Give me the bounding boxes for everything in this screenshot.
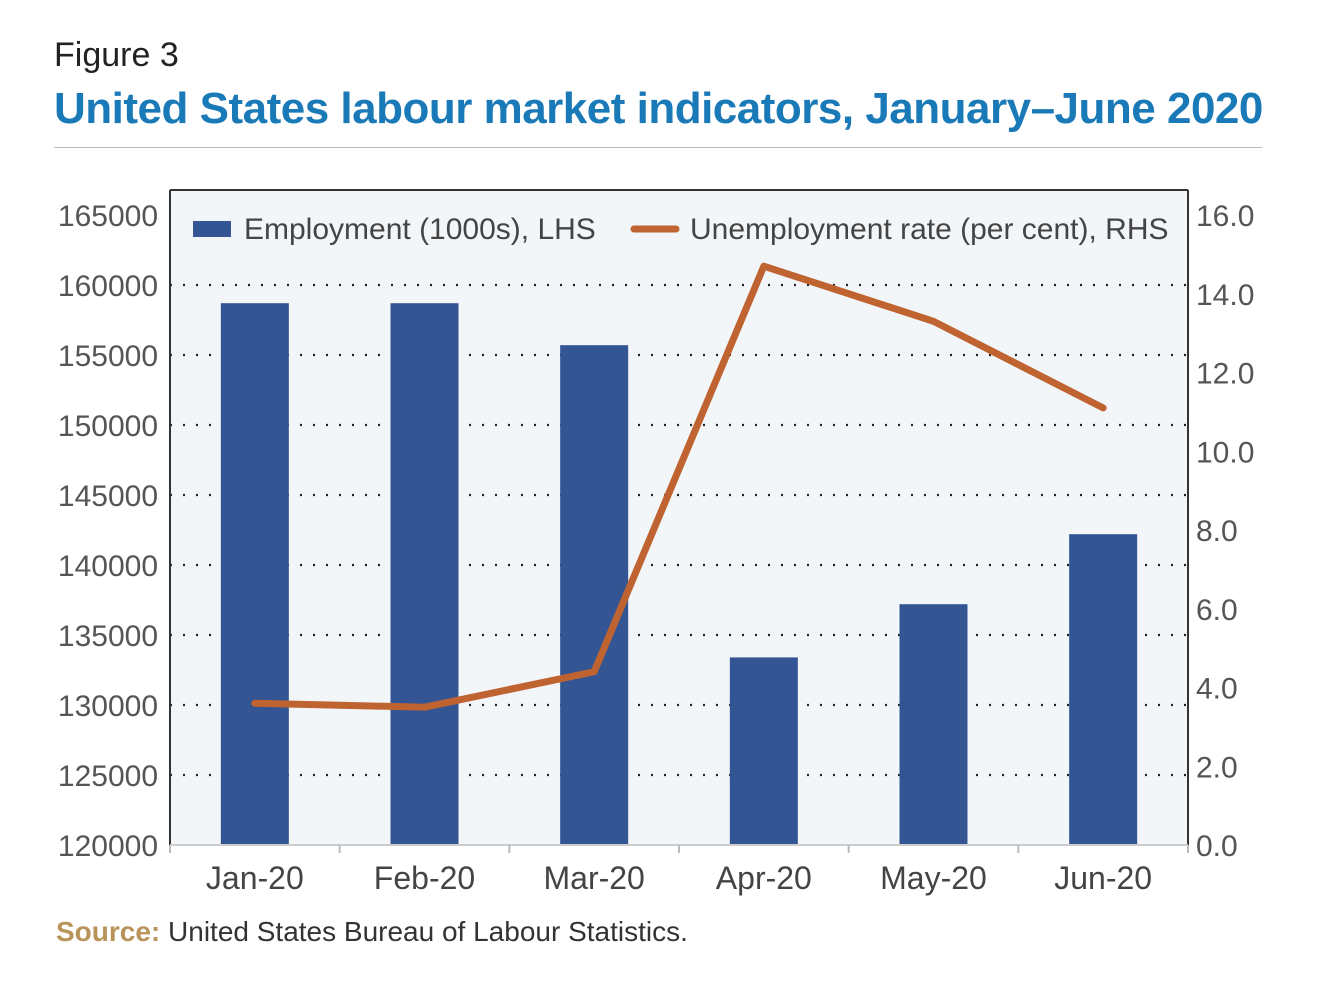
right-tick-label: 2.0 [1196,751,1238,784]
category-label: Jan-20 [206,860,304,896]
category-label: Jun-20 [1054,860,1152,896]
unemployment-rate-line [251,262,1107,711]
category-label: May-20 [880,860,987,896]
bar-jan-20 [220,303,289,845]
bar-feb-20 [390,303,459,845]
right-tick-label: 12.0 [1196,358,1254,391]
left-tick-label: 120000 [58,830,158,863]
category-label: Apr-20 [716,860,812,896]
figure-label: Figure 3 [54,36,179,74]
category-label: Feb-20 [374,860,475,896]
bar-may-20 [899,604,968,845]
left-tick-label: 155000 [58,340,158,373]
left-tick-label: 160000 [58,270,158,303]
left-tick-label: 125000 [58,760,158,793]
legend-label-employment: Employment (1000s), LHS [244,213,596,246]
right-tick-label: 8.0 [1196,515,1238,548]
right-tick-label: 4.0 [1196,673,1238,706]
source-label: Source: [56,916,161,947]
left-tick-label: 135000 [58,620,158,653]
bar-mar-20 [560,345,629,845]
legend-label-unemployment: Unemployment rate (per cent), RHS [690,213,1169,246]
legend-swatch-employment [193,221,231,237]
bar-jun-20 [1069,534,1138,845]
right-tick-label: 10.0 [1196,436,1254,469]
title-divider [54,147,1262,148]
bar-apr-20 [729,657,798,845]
right-tick-label: 16.0 [1196,200,1254,233]
left-tick-label: 130000 [58,690,158,723]
right-tick-label: 14.0 [1196,279,1254,312]
source-note: Source: United States Bureau of Labour S… [56,916,688,948]
category-label: Mar-20 [543,860,644,896]
left-tick-label: 140000 [58,550,158,583]
chart-title: United States labour market indicators, … [54,84,1263,133]
left-tick-label: 150000 [58,410,158,443]
left-tick-label: 165000 [58,200,158,233]
source-text: United States Bureau of Labour Statistic… [160,916,688,947]
left-tick-label: 145000 [58,480,158,513]
plot-area [170,190,1188,845]
right-tick-label: 0.0 [1196,830,1238,863]
right-tick-label: 6.0 [1196,594,1238,627]
